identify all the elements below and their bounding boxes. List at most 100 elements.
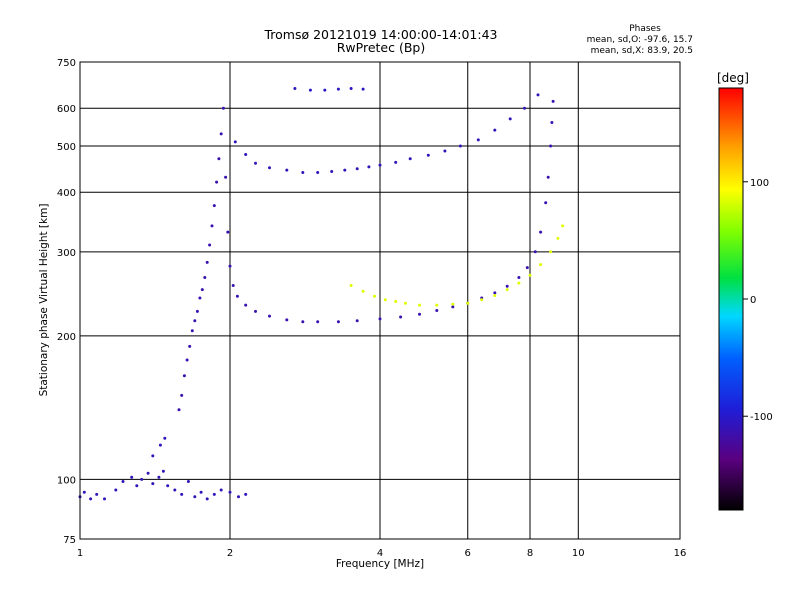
y-tick-label: 200: [57, 332, 76, 343]
data-point: [158, 443, 162, 447]
data-point: [224, 175, 228, 179]
data-point: [505, 288, 509, 292]
data-point: [228, 490, 232, 494]
data-point: [394, 300, 398, 303]
data-point: [166, 484, 170, 488]
data-point: [517, 281, 521, 285]
colorbar-tick-label: 100: [750, 178, 769, 189]
data-point: [505, 284, 509, 288]
data-point: [212, 204, 216, 208]
data-point: [180, 393, 184, 397]
data-point: [193, 319, 197, 323]
data-point: [210, 224, 214, 228]
colorbar-label: [deg]: [717, 71, 749, 85]
x-tick-label: 6: [465, 548, 471, 559]
data-point: [399, 315, 403, 319]
data-point: [323, 88, 327, 92]
data-point: [217, 157, 221, 161]
data-point: [466, 301, 470, 305]
data-point: [355, 319, 359, 323]
data-point: [151, 482, 155, 486]
data-point: [219, 488, 223, 492]
y-tick-label: 500: [57, 142, 76, 153]
data-point: [186, 480, 190, 483]
data-point: [177, 408, 181, 412]
grid-lines: [80, 62, 680, 539]
data-point: [151, 454, 155, 458]
data-point: [237, 495, 240, 499]
x-tick-label: 8: [527, 548, 533, 559]
data-point: [544, 201, 548, 205]
data-point: [336, 320, 340, 324]
data-point: [285, 318, 289, 322]
data-point: [533, 250, 537, 254]
data-point: [212, 492, 216, 496]
data-point: [539, 263, 543, 267]
x-tick-label: 1: [77, 548, 83, 559]
data-point: [355, 167, 359, 171]
data-point: [426, 153, 430, 157]
data-point: [508, 117, 512, 121]
phase-stats-o: mean, sd,O: -97.6, 15.7: [587, 35, 693, 45]
data-point: [244, 492, 248, 496]
data-point: [373, 294, 376, 298]
colorbar-tick-label: -100: [750, 412, 773, 423]
data-point: [418, 312, 421, 316]
data-point: [185, 358, 189, 362]
data-point: [349, 284, 353, 287]
data-point: [550, 121, 554, 124]
data-point: [293, 87, 297, 90]
data-point: [157, 475, 161, 479]
data-point: [316, 320, 320, 324]
data-point: [367, 165, 371, 169]
x-tick-label: 16: [674, 548, 687, 559]
colorbar: [deg] 100 0 -100: [717, 71, 773, 511]
data-point: [451, 302, 455, 306]
data-point: [231, 284, 235, 287]
y-tick-label: 75: [63, 535, 76, 546]
plot-frame: [79, 61, 681, 540]
data-point: [103, 497, 106, 501]
data-point: [146, 471, 150, 475]
data-point: [361, 289, 365, 293]
data-point: [254, 161, 257, 165]
data-point: [546, 175, 550, 179]
data-point: [556, 236, 560, 240]
data-point: [301, 171, 305, 174]
data-point: [523, 106, 526, 110]
y-tick-label: 400: [57, 188, 76, 199]
phase-stats-x: mean, sd,X: 83.9, 20.5: [591, 46, 693, 56]
data-point: [383, 298, 387, 302]
chart-title: Tromsø 20121019 14:00:00-14:01:43: [263, 27, 497, 42]
data-point: [316, 171, 320, 174]
data-point: [343, 168, 347, 172]
data-point: [89, 497, 93, 501]
data-point: [536, 93, 540, 97]
data-point: [418, 303, 421, 307]
y-tick-label: 600: [57, 104, 76, 115]
data-point: [161, 469, 165, 473]
x-tick-labels: 1 2 4 6 8 10 16: [77, 548, 687, 559]
data-point: [221, 106, 225, 110]
data-point: [404, 301, 407, 305]
colorbar-gradient: [718, 87, 744, 511]
x-tick-label: 2: [227, 548, 233, 559]
data-point: [268, 166, 271, 170]
data-point: [336, 87, 340, 91]
data-point: [233, 140, 237, 144]
data-point: [493, 291, 497, 295]
data-point: [163, 436, 167, 440]
data-point: [244, 303, 248, 307]
data-point: [443, 149, 447, 153]
data-point: [476, 138, 480, 142]
data-point: [193, 495, 197, 499]
data-point: [228, 264, 232, 268]
data-point: [549, 144, 553, 148]
data-point: [361, 87, 365, 91]
data-point: [135, 484, 139, 488]
data-point: [308, 88, 312, 92]
data-point: [301, 320, 305, 324]
chart-subtitle: RwPretec (Bp): [337, 40, 425, 55]
data-point: [208, 243, 212, 247]
